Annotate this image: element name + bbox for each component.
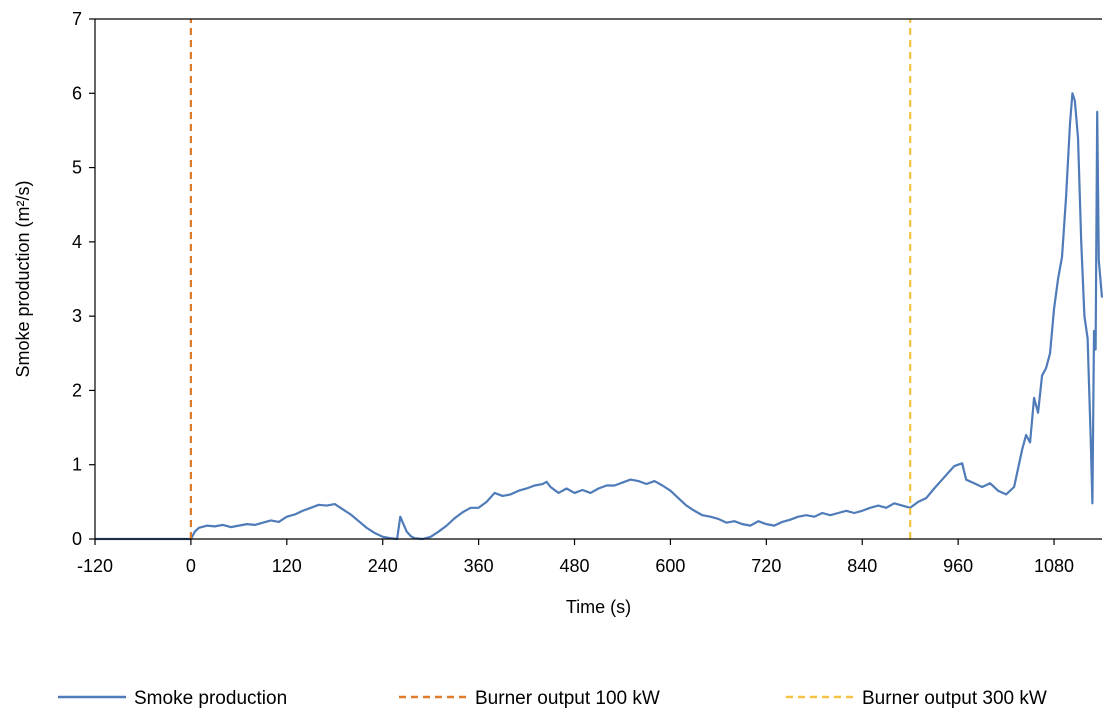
y-tick-label: 6 <box>72 83 82 103</box>
y-tick-label: 2 <box>72 380 82 400</box>
series-line-0 <box>95 92 1104 541</box>
x-tick-label: 0 <box>186 556 196 576</box>
x-axis-title: Time (s) <box>566 597 631 617</box>
x-tick-label: 120 <box>272 556 302 576</box>
x-tick-label: 1080 <box>1034 556 1074 576</box>
x-tick-label: 720 <box>751 556 781 576</box>
legend: Smoke production Burner output 100 kW Burn… <box>58 688 1047 709</box>
tick-labels: 0 1 2 3 4 5 6 7 -120 0 120 240 360 480 600 720 840 960 108… <box>72 9 1074 576</box>
x-tick-label: 600 <box>655 556 685 576</box>
x-tick-label: 840 <box>847 556 877 576</box>
legend-label-0: Smoke production <box>134 688 287 709</box>
y-tick-label: 5 <box>72 158 82 178</box>
y-tick-label: 4 <box>72 232 82 252</box>
x-tick-label: -120 <box>77 556 113 576</box>
y-tick-label: 0 <box>72 529 82 549</box>
x-tick-label: 240 <box>368 556 398 576</box>
x-tick-label: 960 <box>943 556 973 576</box>
y-tick-label: 7 <box>72 9 82 29</box>
y-axis-title: Smoke production (m²/s) <box>13 180 33 377</box>
legend-label-2: Burner output 300 kW <box>862 688 1047 709</box>
axes <box>89 18 1102 545</box>
legend-label-1: Burner output 100 kW <box>475 688 660 709</box>
y-tick-label: 1 <box>72 455 82 475</box>
y-tick-label: 3 <box>72 306 82 326</box>
x-tick-label: 360 <box>464 556 494 576</box>
plot-area <box>95 19 1104 541</box>
x-tick-label: 480 <box>560 556 590 576</box>
